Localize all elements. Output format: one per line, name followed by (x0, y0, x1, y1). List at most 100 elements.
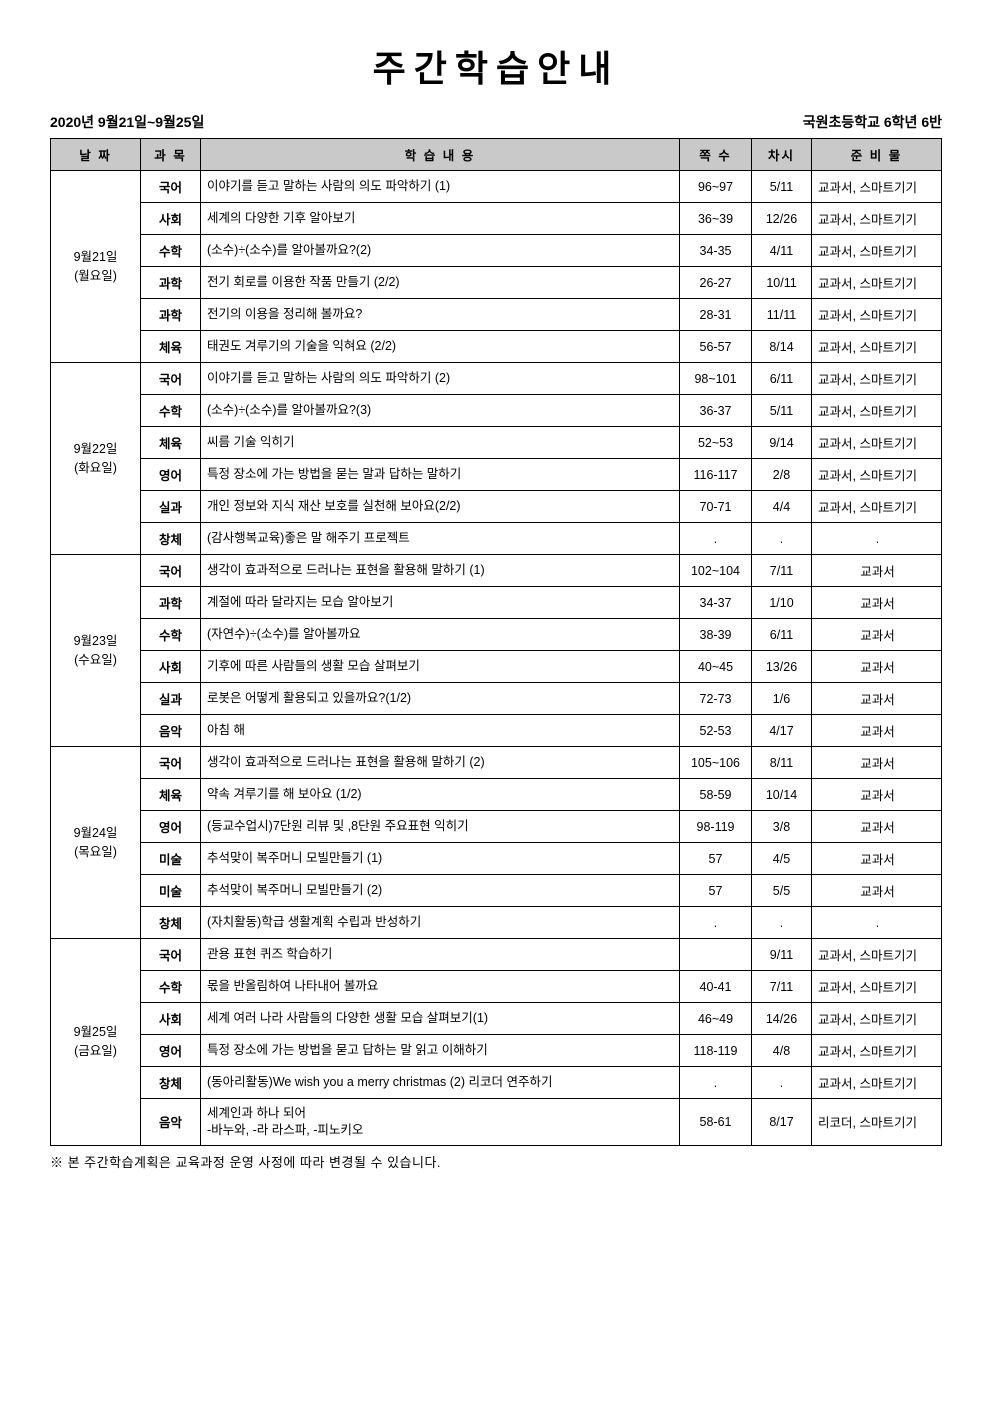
content-cell: (자연수)÷(소수)를 알아볼까요 (201, 619, 680, 651)
pages-cell: 46~49 (680, 1003, 752, 1035)
subject-cell: 수학 (141, 395, 201, 427)
subject-cell: 음악 (141, 1099, 201, 1146)
content-cell: 세계인과 하나 되어-바누와, -라 라스파, -피노키오 (201, 1099, 680, 1146)
school-class: 국원초등학교 6학년 6반 (803, 112, 942, 132)
table-row: 수학몫을 반올림하여 나타내어 볼까요40-417/11교과서, 스마트기기 (51, 971, 942, 1003)
weekday-text: (월요일) (74, 269, 117, 283)
table-row: 영어특정 장소에 가는 방법을 묻는 말과 답하는 말하기116-1172/8교… (51, 459, 942, 491)
prep-cell: . (812, 523, 942, 555)
pages-cell: 36-37 (680, 395, 752, 427)
table-row: 창체(자치활동)학급 생활계획 수립과 반성하기... (51, 907, 942, 939)
pages-cell: 36~39 (680, 203, 752, 235)
prep-cell: 교과서, 스마트기기 (812, 203, 942, 235)
content-cell: 전기의 이용을 정리해 볼까요? (201, 299, 680, 331)
pages-cell: 72-73 (680, 683, 752, 715)
weekday-text: (목요일) (74, 845, 117, 859)
session-cell: . (752, 907, 812, 939)
session-cell: 9/11 (752, 939, 812, 971)
prep-cell: 교과서 (812, 747, 942, 779)
pages-cell: 38-39 (680, 619, 752, 651)
content-cell: (소수)÷(소수)를 알아볼까요?(3) (201, 395, 680, 427)
table-row: 영어특정 장소에 가는 방법을 묻고 답하는 말 읽고 이해하기118-1194… (51, 1035, 942, 1067)
table-row: 과학계절에 따라 달라지는 모습 알아보기34-371/10교과서 (51, 587, 942, 619)
pages-cell: 52~53 (680, 427, 752, 459)
prep-cell: 교과서, 스마트기기 (812, 363, 942, 395)
content-cell: 약속 겨루기를 해 보아요 (1/2) (201, 779, 680, 811)
session-cell: 1/6 (752, 683, 812, 715)
session-cell: 9/14 (752, 427, 812, 459)
pages-cell (680, 939, 752, 971)
pages-cell: 40~45 (680, 651, 752, 683)
prep-cell: 교과서 (812, 875, 942, 907)
table-row: 9월22일(화요일)국어이야기를 듣고 말하는 사람의 의도 파악하기 (2)9… (51, 363, 942, 395)
table-row: 9월24일(목요일)국어생각이 효과적으로 드러나는 표현을 활용해 말하기 (… (51, 747, 942, 779)
prep-cell: 교과서, 스마트기기 (812, 171, 942, 203)
content-cell: 생각이 효과적으로 드러나는 표현을 활용해 말하기 (1) (201, 555, 680, 587)
pages-cell: 57 (680, 843, 752, 875)
subject-cell: 수학 (141, 619, 201, 651)
table-row: 체육약속 겨루기를 해 보아요 (1/2)58-5910/14교과서 (51, 779, 942, 811)
weekday-text: (수요일) (74, 653, 117, 667)
weekday-text: (화요일) (74, 461, 117, 475)
session-cell: 6/11 (752, 619, 812, 651)
session-cell: 5/11 (752, 395, 812, 427)
session-cell: 7/11 (752, 971, 812, 1003)
prep-cell: 교과서, 스마트기기 (812, 939, 942, 971)
subject-cell: 실과 (141, 683, 201, 715)
session-cell: 4/17 (752, 715, 812, 747)
subject-cell: 창체 (141, 523, 201, 555)
table-row: 실과개인 정보와 지식 재산 보호를 실천해 보아요(2/2)70-714/4교… (51, 491, 942, 523)
session-cell: . (752, 523, 812, 555)
session-cell: 1/10 (752, 587, 812, 619)
prep-cell: 교과서, 스마트기기 (812, 459, 942, 491)
content-cell: 이야기를 듣고 말하는 사람의 의도 파악하기 (1) (201, 171, 680, 203)
content-cell: 몫을 반올림하여 나타내어 볼까요 (201, 971, 680, 1003)
session-cell: 10/14 (752, 779, 812, 811)
content-cell: (등교수업시)7단원 리뷰 및 ,8단원 주요표현 익히기 (201, 811, 680, 843)
pages-cell: 57 (680, 875, 752, 907)
date-range: 2020년 9월21일~9월25일 (50, 112, 204, 132)
pages-cell: . (680, 907, 752, 939)
session-cell: 14/26 (752, 1003, 812, 1035)
table-row: 체육태권도 겨루기의 기술을 익혀요 (2/2)56-578/14교과서, 스마… (51, 331, 942, 363)
session-cell: 4/4 (752, 491, 812, 523)
pages-cell: 26-27 (680, 267, 752, 299)
session-cell: . (752, 1067, 812, 1099)
date-text: 9월22일 (74, 442, 118, 456)
prep-cell: 교과서 (812, 843, 942, 875)
content-cell: 아침 해 (201, 715, 680, 747)
pages-cell: . (680, 523, 752, 555)
prep-cell: 교과서 (812, 651, 942, 683)
subject-cell: 과학 (141, 587, 201, 619)
pages-cell: 28-31 (680, 299, 752, 331)
prep-cell: 교과서 (812, 555, 942, 587)
subject-cell: 체육 (141, 779, 201, 811)
session-cell: 12/26 (752, 203, 812, 235)
date-text: 9월24일 (74, 826, 118, 840)
date-cell: 9월25일(금요일) (51, 939, 141, 1146)
subject-cell: 실과 (141, 491, 201, 523)
subject-cell: 사회 (141, 203, 201, 235)
date-cell: 9월23일(수요일) (51, 555, 141, 747)
prep-cell: 교과서 (812, 715, 942, 747)
footnote: ※ 본 주간학습계획은 교육과정 운영 사정에 따라 변경될 수 있습니다. (50, 1152, 942, 1171)
table-row: 과학전기 회로를 이용한 작품 만들기 (2/2)26-2710/11교과서, … (51, 267, 942, 299)
subject-cell: 사회 (141, 1003, 201, 1035)
pages-cell: 102~104 (680, 555, 752, 587)
content-cell: 계절에 따라 달라지는 모습 알아보기 (201, 587, 680, 619)
subject-cell: 창체 (141, 1067, 201, 1099)
content-cell: 관용 표현 퀴즈 학습하기 (201, 939, 680, 971)
content-cell: 특정 장소에 가는 방법을 묻고 답하는 말 읽고 이해하기 (201, 1035, 680, 1067)
pages-cell: 98-119 (680, 811, 752, 843)
table-row: 수학(소수)÷(소수)를 알아볼까요?(2)34-354/11교과서, 스마트기… (51, 235, 942, 267)
prep-cell: 교과서, 스마트기기 (812, 235, 942, 267)
subject-cell: 음악 (141, 715, 201, 747)
subject-cell: 국어 (141, 171, 201, 203)
header-prep: 준 비 물 (812, 139, 942, 171)
header-subject: 과 목 (141, 139, 201, 171)
table-row: 미술추석맞이 복주머니 모빌만들기 (1)574/5교과서 (51, 843, 942, 875)
session-cell: 8/17 (752, 1099, 812, 1146)
subject-cell: 창체 (141, 907, 201, 939)
content-cell: 개인 정보와 지식 재산 보호를 실천해 보아요(2/2) (201, 491, 680, 523)
prep-cell: 교과서 (812, 811, 942, 843)
